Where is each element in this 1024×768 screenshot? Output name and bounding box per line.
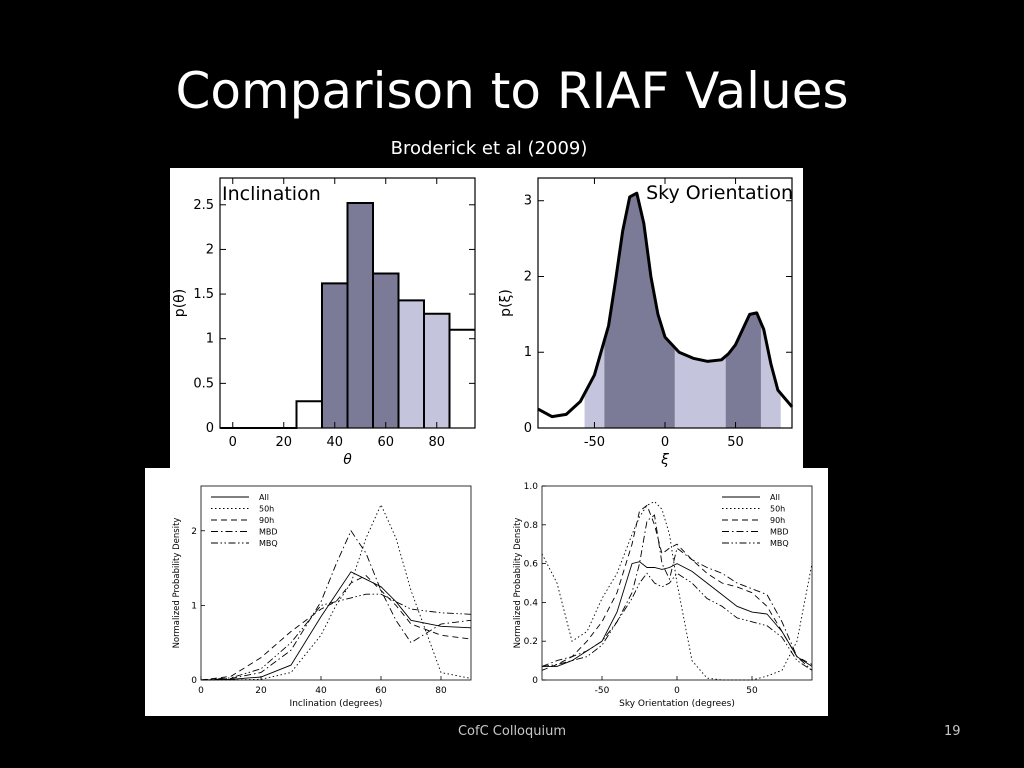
legend-label: 90h: [259, 516, 274, 525]
histogram-bar: [322, 283, 348, 428]
sky-orientation-distribution: -50 0 50 0 1 2 3 ξ p(ξ) Sky Orientation: [498, 177, 794, 468]
series-line-mbq: [541, 572, 813, 671]
legend-label: MBD: [770, 528, 789, 537]
legend-label: MBQ: [770, 539, 789, 548]
y-tick-label: 0.6: [524, 560, 539, 570]
y-axis-label: p(θ): [172, 289, 188, 317]
y-tick-label: 0: [191, 676, 197, 686]
y-tick-label: 3: [524, 194, 532, 209]
histogram-bar: [424, 313, 450, 428]
legend-label: 50h: [770, 505, 785, 514]
x-tick-label: -50: [584, 435, 605, 450]
x-tick-label: -50: [595, 686, 610, 696]
y-tick-label: 0.5: [193, 376, 214, 391]
x-tick-label: 50: [746, 686, 758, 696]
y-axis-label: Normalized Probability Density: [513, 518, 523, 649]
inclination-line-chart: 0 20 40 60 80 0 1 2 Inclination (degrees) Normali…: [172, 485, 472, 709]
x-tick-label: 40: [315, 686, 327, 696]
sky-orientation-lines-panel: -50 0 50 0 0.2 0.4 0.6 0.8 1.0 Sky Orientation (d…: [487, 468, 828, 716]
legend-label: All: [770, 493, 780, 502]
y-tick-label: 1: [206, 332, 214, 347]
inclination-histogram-panel: 0 20 40 60 80 0 0.5 1 1.5 2 2.5 θ p(θ) Inclination: [170, 168, 480, 470]
x-tick-label: 80: [435, 686, 447, 696]
page-number: 19: [944, 724, 961, 739]
y-tick-label: 1.0: [524, 482, 539, 492]
histogram-bar: [347, 203, 373, 428]
series-line-mbq: [200, 593, 472, 681]
inclination-histogram: 0 20 40 60 80 0 0.5 1 1.5 2 2.5 θ p(θ) Inclination: [172, 177, 476, 468]
shaded-region: [760, 322, 781, 428]
y-tick-label: 1.5: [193, 287, 214, 302]
x-tick-label: 0: [198, 686, 204, 696]
shaded-region: [725, 312, 761, 428]
x-axis-label: Sky Orientation (degrees): [619, 699, 735, 709]
histogram-bar: [398, 300, 424, 428]
x-tick-label: 20: [255, 686, 267, 696]
series-line-50h: [201, 503, 472, 681]
legend-label: MBD: [259, 528, 278, 537]
x-tick-label: 0: [229, 435, 237, 450]
x-axis-label: Inclination (degrees): [290, 699, 383, 709]
y-axis-label: Normalized Probability Density: [172, 518, 182, 649]
legend-label: All: [259, 493, 269, 502]
x-tick-label: 60: [375, 686, 387, 696]
x-tick-label: 80: [428, 435, 445, 450]
sky-orientation-line-chart: -50 0 50 0 0.2 0.4 0.6 0.8 1.0 Sky Orientation (d…: [513, 482, 813, 709]
series-line-mbd: [541, 514, 813, 671]
inclination-lines-panel: 0 20 40 60 80 0 1 2 Inclination (degrees) Normali…: [145, 468, 487, 716]
x-tick-label: 50: [727, 435, 744, 450]
series-line-all: [200, 571, 472, 681]
series-line-50h: [541, 500, 813, 681]
legend-label: 50h: [259, 505, 274, 514]
y-tick-label: 0: [532, 676, 538, 686]
slide-subtitle: Broderick et al (2009): [390, 138, 588, 159]
y-tick-label: 0: [206, 421, 214, 436]
legend-label: 90h: [770, 516, 785, 525]
x-tick-label: 20: [275, 435, 292, 450]
x-axis-label: ξ: [660, 452, 669, 468]
chart-title: Inclination: [222, 183, 321, 205]
x-tick-label: 60: [377, 435, 394, 450]
y-tick-label: 1: [191, 601, 197, 611]
y-tick-label: 2: [524, 269, 532, 284]
y-tick-label: 0.4: [524, 598, 539, 608]
y-tick-label: 2: [206, 242, 214, 257]
series-line-90h: [541, 504, 813, 671]
histogram-bar: [373, 273, 399, 428]
shaded-region: [674, 347, 726, 428]
x-tick-label: 40: [326, 435, 343, 450]
series-line-all: [542, 561, 813, 667]
slide-title: Comparison to RIAF Values: [175, 62, 849, 120]
series-line-mbd: [200, 529, 472, 681]
x-tick-label: 0: [661, 435, 669, 450]
distribution-curve: [537, 191, 794, 419]
sky-orientation-panel: -50 0 50 0 1 2 3 ξ p(ξ) Sky Orientation: [480, 168, 803, 470]
legend-label: MBQ: [259, 539, 278, 548]
x-axis-label: θ: [343, 452, 352, 468]
y-tick-label: 0: [524, 421, 532, 436]
plot-frame: [219, 177, 476, 429]
shaded-region: [604, 193, 675, 428]
y-tick-label: 2: [191, 527, 197, 537]
y-tick-label: 0.8: [524, 521, 539, 531]
y-tick-label: 0.2: [524, 637, 538, 647]
footer-text: CofC Colloquium: [457, 724, 567, 739]
x-tick-label: 0: [674, 686, 680, 696]
chart-title: Sky Orientation: [646, 182, 793, 204]
y-tick-label: 1: [524, 345, 532, 360]
y-axis-label: p(ξ): [498, 289, 514, 317]
plot-frame: [200, 485, 472, 681]
y-tick-label: 2.5: [193, 198, 214, 213]
series-line-90h: [200, 574, 472, 681]
